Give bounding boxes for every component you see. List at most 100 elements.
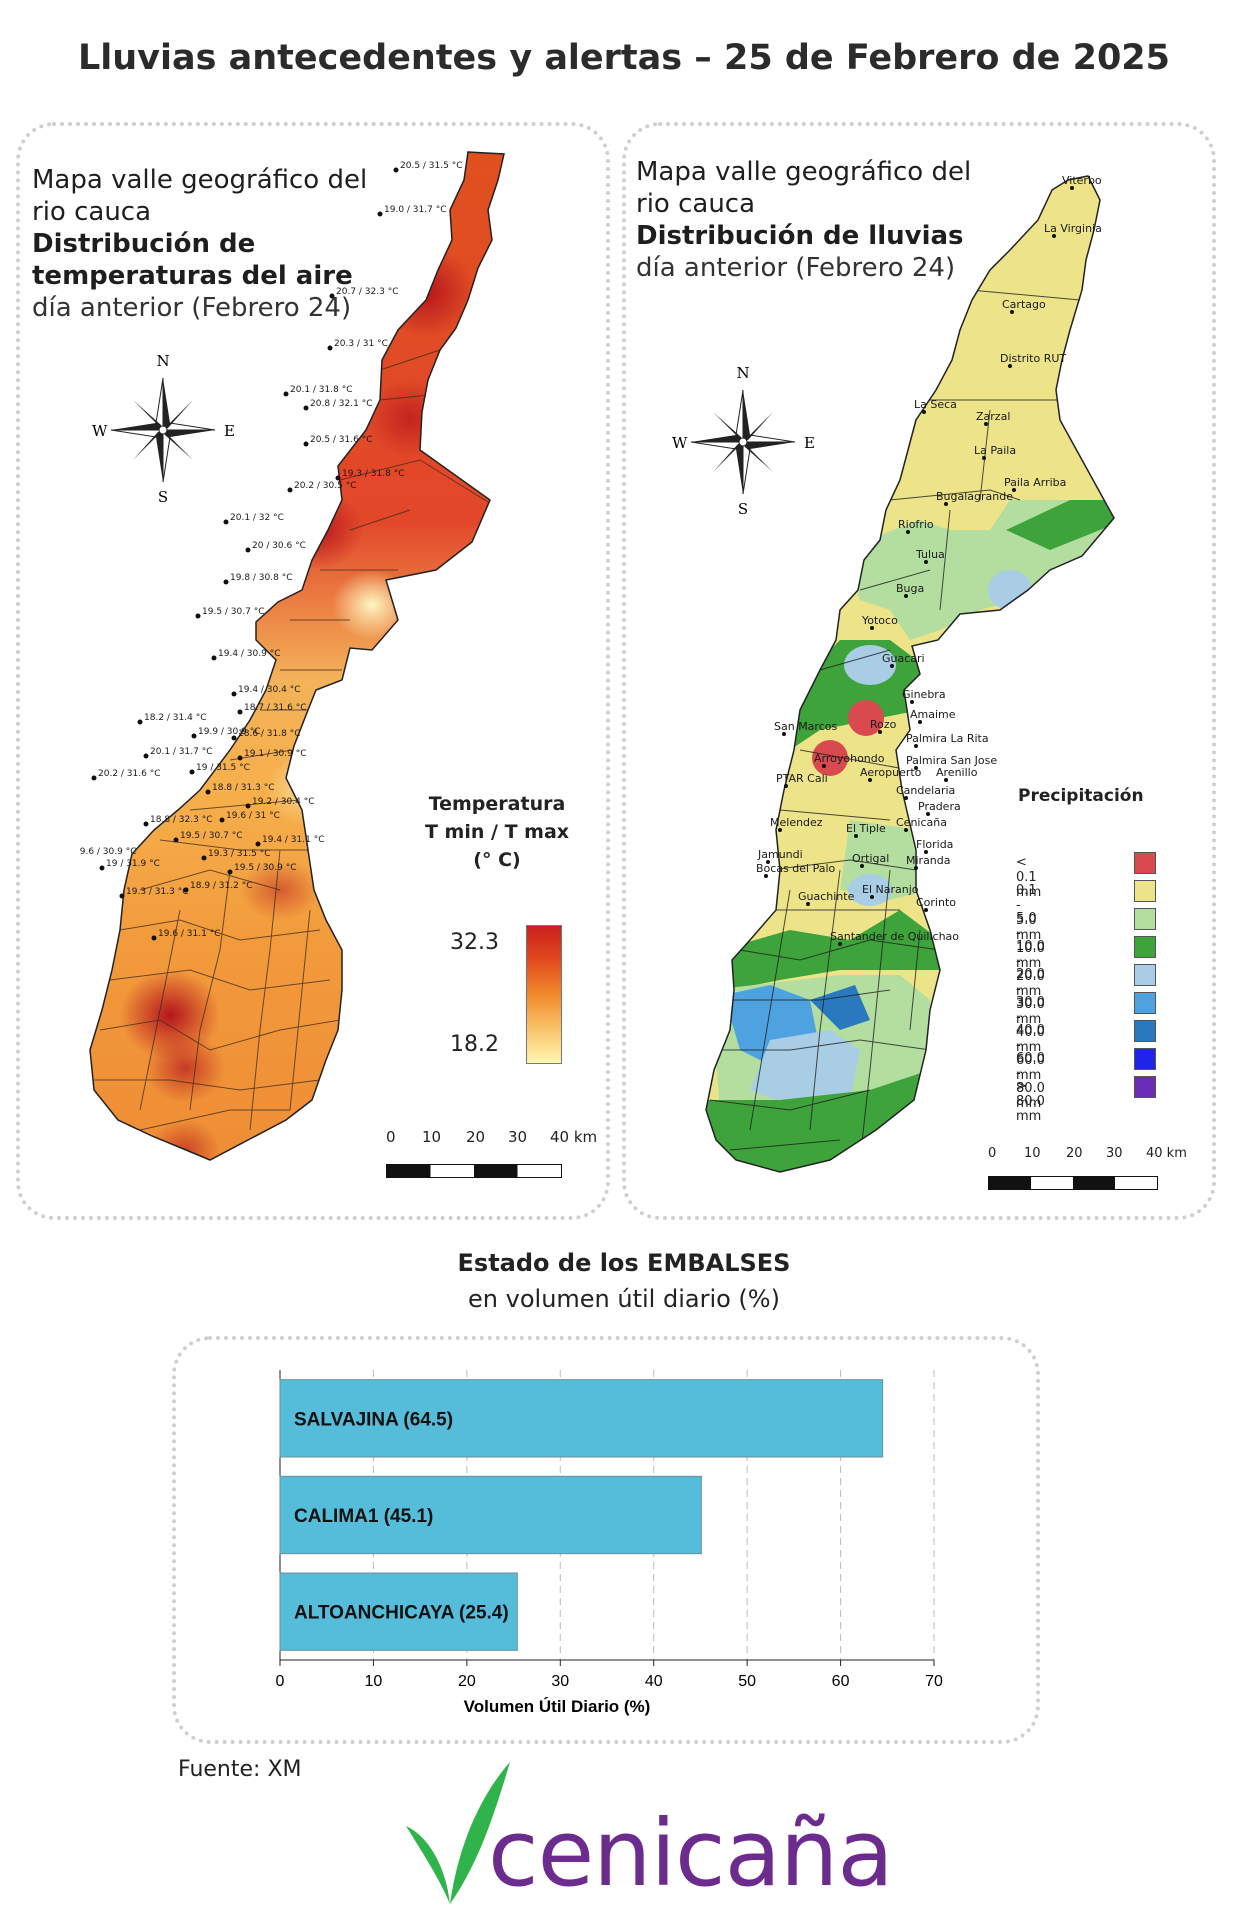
- station-label: 19.6 / 31.1 °C: [158, 929, 220, 939]
- compass-w: W: [672, 434, 688, 452]
- city-dot: [906, 530, 910, 534]
- precipitation-legend-label: 5.0 - 10.0 mm: [1016, 911, 1045, 971]
- station-dot: [223, 519, 229, 525]
- embalses-panel: [172, 1336, 1040, 1744]
- city-label: Ortigal: [852, 852, 889, 865]
- bar: [279, 1572, 518, 1651]
- precipitation-legend: < 0.1 mm 0.1 - 5.0 mm 5.0 - 10.0 mm 10.0 - …: [1016, 852, 1166, 1124]
- city-label: Distrito RUT: [1000, 352, 1066, 365]
- station-dot: [137, 719, 143, 725]
- compass-w: W: [92, 422, 108, 440]
- station-dot: [189, 769, 195, 775]
- city-label: Arroyohondo: [814, 752, 885, 765]
- compass-s: S: [158, 488, 168, 502]
- x-tick-label: 50: [738, 1673, 756, 1690]
- city-dot: [782, 732, 786, 736]
- cenicana-logo-text: cenicaña: [488, 1800, 894, 1907]
- scale-tick-40: 40 km: [1146, 1146, 1187, 1161]
- colorbar-max-label: 32.3: [450, 930, 499, 955]
- station-dot: [223, 579, 229, 585]
- temp-legend-line-3: (° C): [473, 849, 521, 871]
- city-label: Yotoco: [861, 614, 898, 627]
- station-label: 18.8 / 32.3 °C: [150, 815, 212, 825]
- temp-title-line-2: rio cauca: [32, 197, 152, 227]
- source-note: Fuente: XM: [178, 1757, 302, 1782]
- scale-tick-20: 20: [466, 1128, 486, 1146]
- city-label: Guachinte: [798, 890, 855, 903]
- station-dot: [183, 887, 189, 893]
- station-label: 19.6 / 31 °C: [226, 811, 280, 821]
- station-label: 20.2 / 30.5 °C: [294, 481, 356, 491]
- station-label: 19.3 / 31.8 °C: [342, 469, 404, 479]
- compass-s: S: [738, 500, 748, 514]
- bar: [279, 1475, 702, 1555]
- city-label: Cartago: [1002, 298, 1046, 311]
- precipitation-legend-label: < 0.1 mm: [1016, 855, 1042, 900]
- precipitation-legend-label: 10.0 - 20.0 mm: [1016, 939, 1045, 999]
- station-label: 20.1 / 31.7 °C: [150, 747, 212, 757]
- temp-title-subtitle: día anterior (Febrero 24): [32, 293, 352, 323]
- station-dot: [327, 345, 333, 351]
- city-dot: [1070, 186, 1074, 190]
- city-dot: [854, 834, 858, 838]
- city-dot: [784, 784, 788, 788]
- city-label: Aeropuerto: [860, 766, 922, 779]
- station-label: 18.7 / 31.6 °C: [244, 703, 306, 713]
- station-label: 20.7 / 32.3 °C: [336, 287, 398, 297]
- city-label: La Seca: [914, 398, 957, 411]
- temperature-legend-title: Temperatura T min / T max (° C): [402, 790, 592, 874]
- city-dot: [910, 700, 914, 704]
- city-dot: [870, 626, 874, 630]
- temp-title-bold-2: temperaturas del aire: [32, 261, 353, 291]
- station-dot: [329, 293, 335, 299]
- station-dot: [231, 691, 237, 697]
- city-dot: [870, 895, 874, 899]
- compass-rose-icon: N S W E: [92, 352, 235, 502]
- station-label: 19.3 / 31.3 °C: [126, 887, 188, 897]
- station-label: 18.2 / 31.4 °C: [144, 713, 206, 723]
- rain-scale-bar: 0 10 20 30 40 km: [988, 1146, 1208, 1196]
- city-dot: [914, 866, 918, 870]
- station-label: 19.5 / 30.7 °C: [202, 607, 264, 617]
- scale-tick-0: 0: [386, 1128, 396, 1146]
- station-dot: [205, 789, 211, 795]
- precipitation-legend-label: 20.0 - 30.0 mm: [1016, 967, 1045, 1027]
- temperature-map: 20.5 / 31.5 °C 19.0 / 31.7 °C 20.7 / 32.3 …: [80, 151, 505, 1161]
- rain-title-line-1: Mapa valle geográfico del: [636, 157, 972, 187]
- station-label: 19.5 / 30.7 °C: [180, 831, 242, 841]
- station-dot: [303, 441, 309, 447]
- bar-label: SALVAJINA (64.5): [294, 1409, 453, 1430]
- station-dot: [201, 855, 207, 861]
- temp-scale-bar: 0 10 20 30 40 km: [386, 1128, 606, 1178]
- city-dot: [868, 778, 872, 782]
- station-dot: [393, 167, 399, 173]
- compass-e: E: [224, 422, 235, 440]
- scale-tick-20: 20: [1066, 1146, 1083, 1161]
- precipitation-legend-swatch: [1134, 1076, 1156, 1098]
- station-dot: [231, 735, 237, 741]
- rain-title-line-2: rio cauca: [636, 189, 756, 219]
- station-label: 19.9 / 30.9 °C: [198, 727, 260, 737]
- precipitation-legend-label: 40.0 - 60.0 mm: [1016, 1023, 1045, 1083]
- embalses-title-rest: en volumen útil diario (%): [468, 1285, 780, 1313]
- precipitation-legend-label: > 80.0 mm: [1016, 1079, 1045, 1124]
- station-label: 19.0 / 31.7 °C: [384, 205, 446, 215]
- city-dot: [922, 410, 926, 414]
- station-label: 19 / 31.5 °C: [196, 763, 250, 773]
- station-label: 19.5 / 30.9 °C: [234, 863, 296, 873]
- scale-tick-0: 0: [988, 1146, 997, 1161]
- station-label: 19.1 / 30.9 °C: [244, 749, 306, 759]
- station-label: 18.8 / 31.3 °C: [212, 783, 274, 793]
- precipitation-legend-swatch: [1134, 964, 1156, 986]
- station-label: 20 / 30.6 °C: [252, 541, 306, 551]
- x-tick-label: 40: [645, 1673, 663, 1690]
- city-label: Paila Arriba: [1004, 476, 1066, 489]
- city-label: Corinto: [916, 896, 956, 909]
- city-dot: [838, 942, 842, 946]
- city-dot: [878, 730, 882, 734]
- station-label: 20.1 / 32 °C: [230, 513, 284, 523]
- rain-map: Viterbo La Virginia Cartago Distrito RUT La …: [705, 174, 1115, 1173]
- city-label: Riofrio: [898, 518, 934, 531]
- rain-panel-title: Mapa valle geográfico del rio cauca Dist…: [636, 156, 971, 284]
- city-dot: [904, 796, 908, 800]
